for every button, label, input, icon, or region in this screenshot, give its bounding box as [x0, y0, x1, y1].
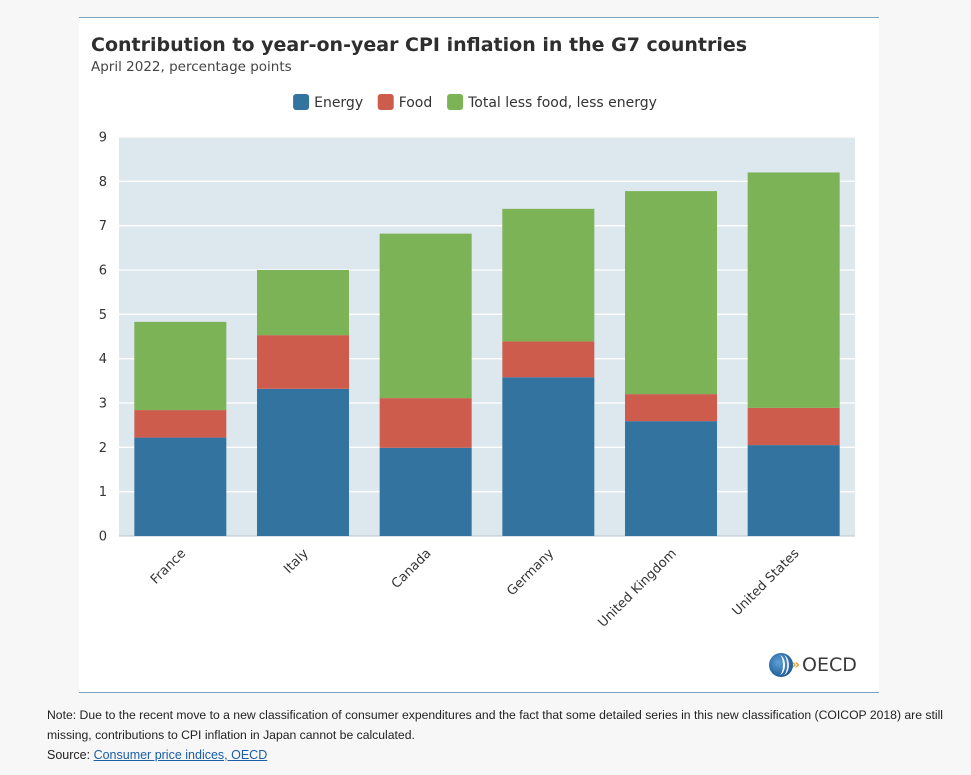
- chart-subtitle: April 2022, percentage points: [91, 59, 292, 75]
- bar-energy-canada: [379, 447, 472, 536]
- y-tick-label-3: 3: [99, 397, 107, 412]
- x-tick-label-3: Germany: [504, 546, 557, 599]
- legend-label-1: Food: [399, 95, 433, 111]
- bar-food-canada: [379, 398, 472, 448]
- y-tick-label-8: 8: [99, 175, 107, 190]
- legend-swatch-0: [293, 94, 310, 110]
- oecd-chevron-icon: »: [791, 657, 801, 673]
- bar-food-germany: [502, 341, 595, 378]
- x-tick-label-4: United Kingdom: [595, 546, 679, 630]
- bar-energy-germany: [502, 377, 595, 536]
- bar-energy-italy: [257, 388, 349, 536]
- y-tick-label-4: 4: [99, 352, 107, 367]
- bar-food-united-kingdom: [625, 394, 717, 422]
- bar-food-france: [134, 410, 227, 438]
- y-tick-label-5: 5: [99, 308, 107, 323]
- y-tick-label-6: 6: [99, 264, 107, 279]
- bar-total-less-food-less-energy-canada: [379, 233, 472, 399]
- bar-total-less-food-less-energy-france: [134, 321, 227, 411]
- y-tick-label-0: 0: [99, 530, 107, 545]
- bar-food-united-states: [747, 407, 840, 446]
- bar-energy-united-states: [747, 445, 840, 536]
- footnote: Note: Due to the recent move to a new cl…: [47, 708, 944, 742]
- source-line: Source: Consumer price indices, OECD: [47, 748, 267, 762]
- x-tick-label-1: Italy: [281, 546, 312, 577]
- bar-total-less-food-less-energy-germany: [502, 208, 595, 342]
- legend-swatch-2: [447, 94, 464, 110]
- legend-label-2: Total less food, less energy: [467, 95, 657, 111]
- bar-food-italy: [257, 335, 349, 389]
- x-tick-label-2: Canada: [389, 546, 435, 592]
- bar-total-less-food-less-energy-united-kingdom: [625, 191, 717, 395]
- legend-label-0: Energy: [314, 95, 363, 111]
- legend-swatch-1: [377, 94, 394, 110]
- chart-svg: Energy Food Total less food, less energy 0 1…: [99, 94, 855, 631]
- source-link[interactable]: Consumer price indices, OECD: [93, 748, 268, 762]
- oecd-logo: » OECD: [769, 652, 857, 678]
- oecd-globe-icon: [769, 653, 793, 677]
- x-tick-label-5: United States: [730, 546, 803, 619]
- source-label: Source:: [47, 748, 94, 762]
- bar-energy-france: [134, 437, 227, 536]
- y-tick-label-9: 9: [99, 131, 107, 146]
- chart-card: Contribution to year-on-year CPI inflati…: [79, 17, 879, 693]
- x-tick-label-0: France: [148, 546, 189, 587]
- y-tick-label-1: 1: [99, 485, 107, 500]
- bar-total-less-food-less-energy-united-states: [747, 172, 840, 408]
- oecd-logo-text: OECD: [802, 654, 857, 676]
- y-tick-label-2: 2: [99, 441, 107, 456]
- y-tick-label-7: 7: [99, 219, 107, 234]
- plot-background: [119, 137, 855, 536]
- bar-total-less-food-less-energy-italy: [257, 270, 349, 336]
- chart-title: Contribution to year-on-year CPI inflati…: [91, 34, 748, 56]
- bar-energy-united-kingdom: [625, 421, 717, 536]
